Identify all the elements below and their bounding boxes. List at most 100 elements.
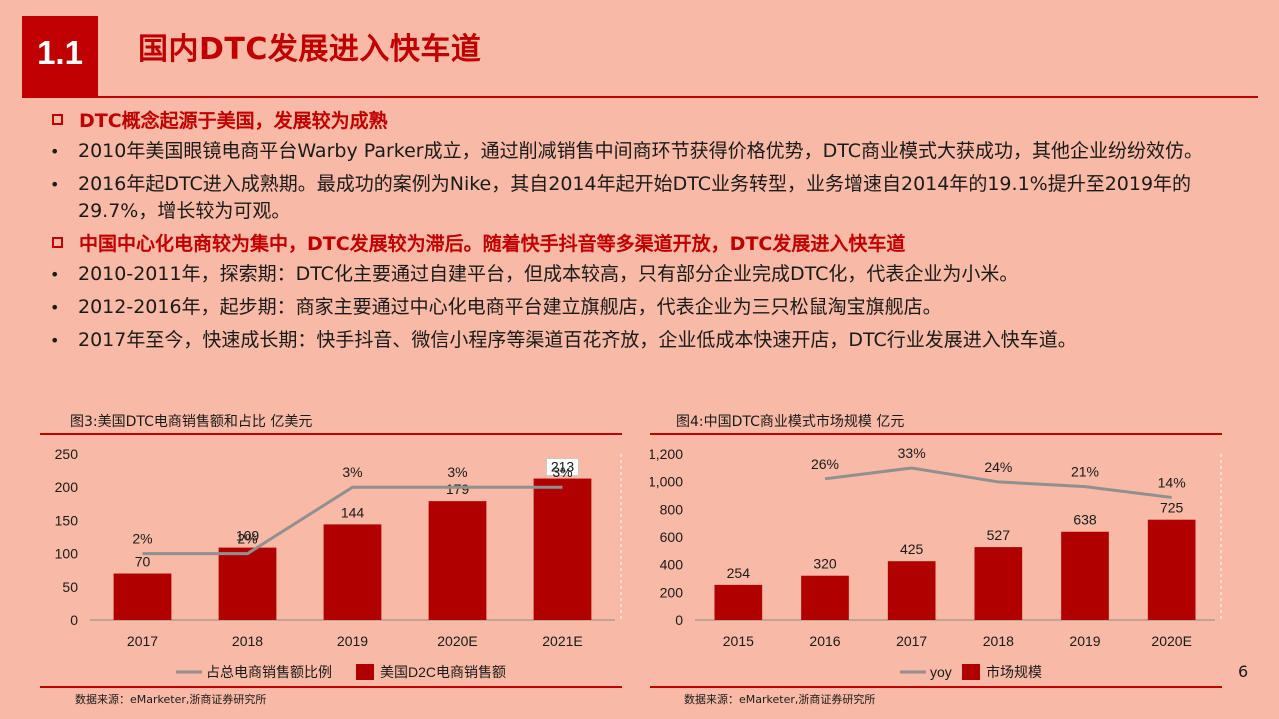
x-tick-label: 2015 (723, 633, 754, 649)
bullet-text: 2010年美国眼镜电商平台Warby Parker成立，通过削减销售中间商环节获… (78, 140, 1204, 162)
bullet-item: • 2010年美国眼镜电商平台Warby Parker成立，通过削减销售中间商环… (50, 138, 1230, 165)
bar-value-label: 725 (1160, 500, 1184, 516)
bullet-item: • 2016年起DTC进入成熟期。最成功的案例为Nike，其自2014年起开始D… (50, 171, 1230, 225)
bullet-item: • 2010-2011年，探索期：DTC化主要通过自建平台，但成本较高，只有部分… (50, 261, 1230, 288)
bullet-item: • 2017年至今，快速成长期：快手抖音、微信小程序等渠道百花齐放，企业低成本快… (50, 327, 1230, 354)
legend-line-label: 占总电商销售额比例 (206, 664, 332, 680)
y-tick-label: 200 (660, 584, 684, 600)
square-bullet-icon (52, 237, 63, 248)
legend-bar-label: 市场规模 (986, 664, 1042, 680)
bullet-item: • 2012-2016年，起步期：商家主要通过中心化电商平台建立旗舰店，代表企业… (50, 294, 1230, 321)
chart1-bottom-rule (40, 686, 622, 688)
line-value-label: 24% (984, 459, 1012, 475)
chart2-source: 数据来源：eMarketer,浙商证券研究所 (684, 693, 876, 706)
y-tick-label: 0 (675, 612, 683, 628)
bar-value-label: 144 (341, 504, 365, 520)
line-value-label: 3% (447, 464, 467, 480)
series-line (824, 466, 1172, 499)
line-value-label: 2% (237, 531, 257, 547)
x-tick-label: 2020E (437, 633, 477, 649)
chart2-svg: 0 200 400 600 800 1,000 1,200 254 2015 320 2016 425… (650, 445, 1222, 680)
line-value-label: 33% (898, 445, 926, 461)
data-label-box (546, 458, 579, 477)
line-value-label: 2% (132, 531, 152, 547)
bullet-text: 2016年起DTC进入成熟期。最成功的案例为Nike，其自2014年起开始DTC… (78, 173, 1192, 222)
bar-value-label: 70 (135, 554, 151, 570)
bar-value-label: 638 (1073, 512, 1097, 528)
bar (428, 501, 487, 620)
bar (1061, 531, 1109, 620)
bullet-text: 2010-2011年，探索期：DTC化主要通过自建平台，但成本较高，只有部分企业… (78, 263, 1019, 285)
bullet-dot-icon: • (50, 265, 60, 284)
y-tick-label: 50 (62, 579, 78, 595)
chart2-title-rule (650, 433, 1222, 435)
line-value-label: 14% (1158, 474, 1186, 490)
bar-value-label: 254 (727, 565, 751, 581)
chart1-title-rule (40, 433, 622, 435)
y-tick-label: 250 (55, 446, 79, 462)
y-tick-label: 200 (55, 479, 79, 495)
legend-bar-swatch (356, 664, 374, 680)
y-tick-label: 600 (660, 529, 684, 545)
title-divider (22, 96, 1258, 98)
bar (1147, 519, 1196, 620)
line-value-label: 3% (552, 464, 572, 480)
y-tick-label: 1,200 (650, 446, 683, 462)
section-badge: 1.1 (22, 16, 98, 96)
square-bullet-icon (52, 114, 63, 125)
bar (113, 573, 172, 620)
bar-value-label: 213 (551, 459, 575, 475)
bar (801, 575, 849, 620)
chart1-svg: 0 50 100 150 200 250 70 2017 109 2018 144 2019 179 20… (55, 446, 622, 680)
heading-text: DTC概念起源于美国，发展较为成熟 (79, 110, 388, 132)
chart2-title: 图4:中国DTC商业模式市场规模 亿元 (676, 414, 905, 430)
section-heading-1: DTC概念起源于美国，发展较为成熟 (50, 108, 1230, 134)
bullet-text: 2012-2016年，起步期：商家主要通过中心化电商平台建立旗舰店，代表企业为三… (78, 296, 942, 318)
page-number: 6 (1238, 662, 1249, 681)
page-title: 国内DTC发展进入快车道 (138, 32, 482, 67)
bar (533, 478, 592, 620)
bullet-dot-icon: • (50, 142, 60, 161)
line-value-label: 21% (1071, 464, 1099, 480)
bullet-dot-icon: • (50, 298, 60, 317)
heading-text: 中国中心化电商较为集中，DTC发展较为滞后。随着快手抖音等多渠道开放，DTC发展… (79, 233, 906, 255)
bar (974, 547, 1023, 620)
bar-value-label: 109 (236, 528, 260, 544)
bullet-text: 2017年至今，快速成长期：快手抖音、微信小程序等渠道百花齐放，企业低成本快速开… (78, 329, 1077, 351)
bar (218, 547, 277, 620)
bar (714, 584, 763, 620)
bar-value-label: 179 (446, 481, 470, 497)
x-tick-label: 2018 (232, 633, 263, 649)
x-tick-label: 2017 (127, 633, 158, 649)
chart1-source: 数据来源：eMarketer,浙商证券研究所 (75, 693, 267, 706)
chart2-bottom-rule (650, 686, 1222, 688)
x-tick-label: 2019 (1069, 633, 1100, 649)
chart1-title: 图3:美国DTC电商销售额和占比 亿美元 (70, 414, 313, 430)
section-heading-2: 中国中心化电商较为集中，DTC发展较为滞后。随着快手抖音等多渠道开放，DTC发展… (50, 231, 1230, 257)
y-tick-label: 1,000 (650, 474, 683, 490)
y-tick-label: 100 (55, 546, 79, 562)
x-tick-label: 2018 (983, 633, 1014, 649)
y-tick-label: 400 (660, 557, 684, 573)
y-tick-label: 150 (55, 512, 79, 528)
legend-bar-label: 美国D2C电商销售额 (380, 664, 506, 680)
bullet-dot-icon: • (50, 331, 60, 350)
y-tick-label: 800 (660, 501, 684, 517)
legend-line-label: yoy (930, 664, 952, 680)
bar-value-label: 527 (987, 527, 1011, 543)
x-tick-label: 2016 (809, 633, 840, 649)
series-line (142, 485, 563, 556)
bar (887, 561, 936, 620)
x-tick-label: 2021E (542, 633, 582, 649)
bar (323, 524, 382, 620)
bar-value-label: 425 (900, 541, 924, 557)
section-number: 1.1 (37, 34, 83, 71)
content-body: DTC概念起源于美国，发展较为成熟 • 2010年美国眼镜电商平台Warby P… (50, 108, 1230, 360)
x-tick-label: 2017 (896, 633, 927, 649)
line-value-label: 26% (811, 456, 839, 472)
bullet-dot-icon: • (50, 175, 60, 194)
line-value-label: 3% (342, 464, 362, 480)
legend-bar-swatch (962, 664, 980, 680)
x-tick-label: 2020E (1151, 633, 1191, 649)
bar-value-label: 320 (813, 556, 837, 572)
